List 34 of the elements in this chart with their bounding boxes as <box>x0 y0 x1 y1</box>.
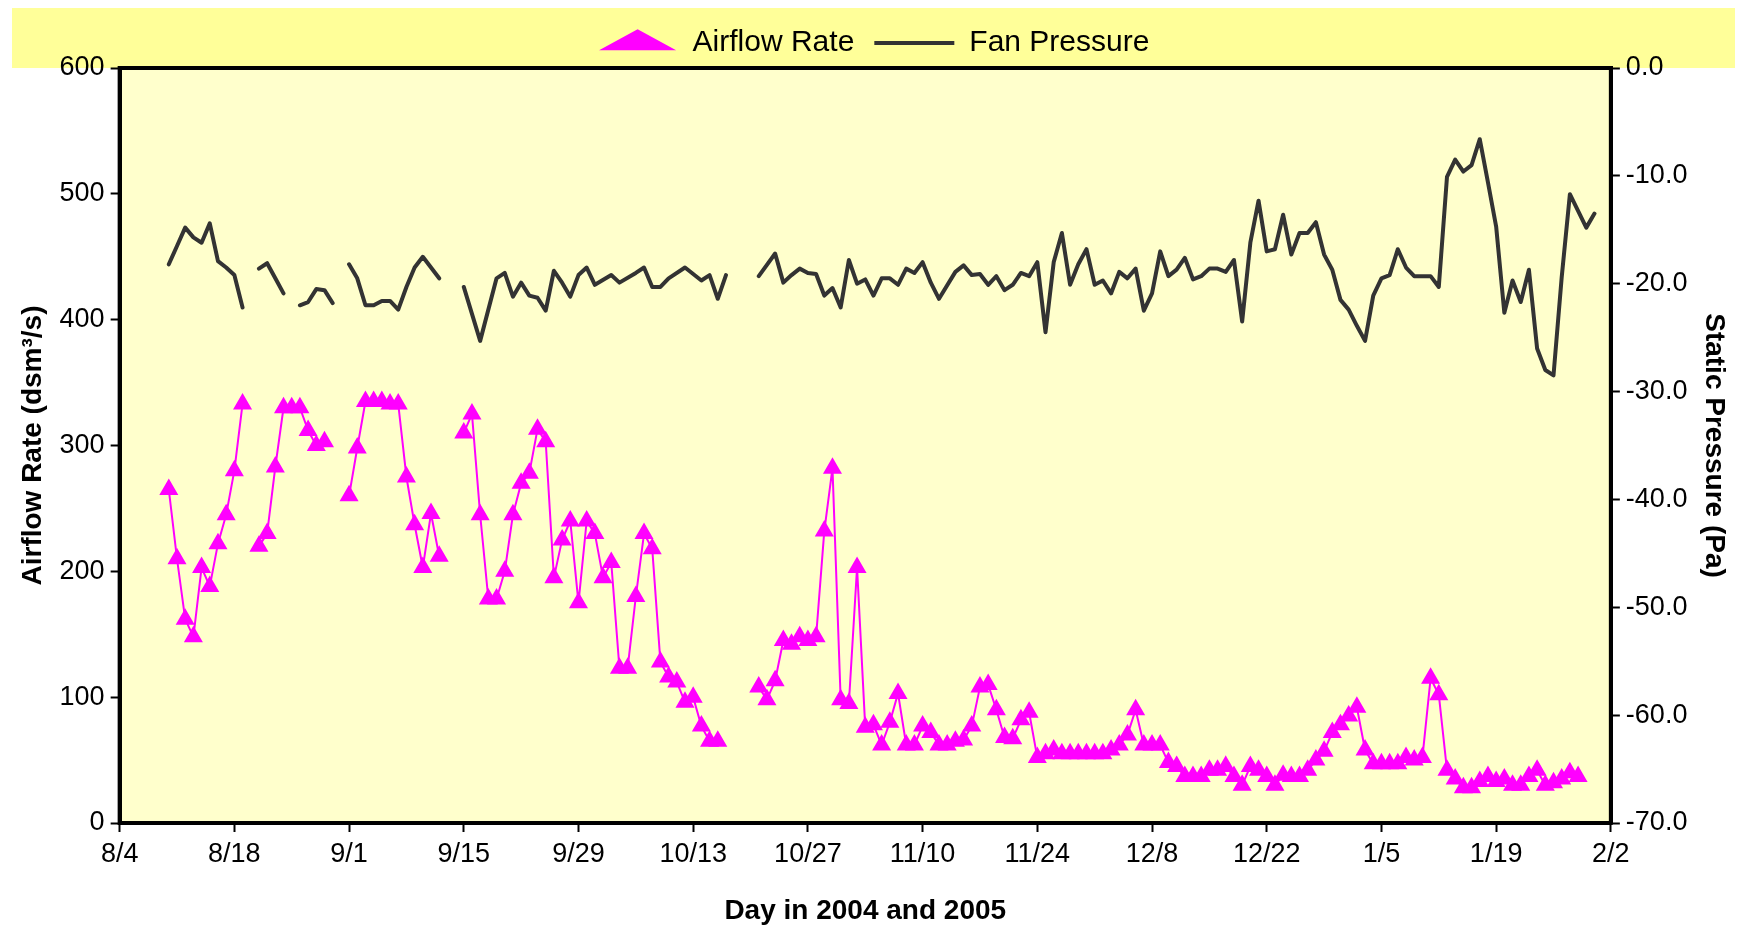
y-tick-label: 200 <box>59 554 105 585</box>
x-tick-label: 2/2 <box>1592 837 1630 868</box>
y2-tick-label: 0.0 <box>1625 51 1664 82</box>
x-tick-label: 9/1 <box>330 837 368 868</box>
y2-tick-label: -10.0 <box>1625 159 1688 190</box>
x-tick-label: 11/24 <box>1004 837 1071 868</box>
y2-tick-label: -20.0 <box>1625 267 1688 298</box>
x-tick-label: 11/10 <box>889 837 956 868</box>
x-tick-label: 12/22 <box>1232 837 1301 868</box>
y2-tick-label: -50.0 <box>1625 590 1688 621</box>
y-tick-label: 500 <box>59 177 105 208</box>
y-tick-label: 0 <box>89 806 105 837</box>
y-axis-title: Airflow Rate (dsm³/s) <box>15 305 47 586</box>
x-tick-label: 1/5 <box>1362 837 1401 868</box>
legend-label: Airflow Rate <box>692 24 855 58</box>
x-tick-label: 1/19 <box>1469 837 1523 868</box>
y-tick-label: 300 <box>59 428 105 459</box>
x-tick-label: 10/13 <box>659 837 727 868</box>
x-tick-label: 12/8 <box>1125 837 1179 868</box>
y2-tick-label: -30.0 <box>1625 375 1688 406</box>
x-tick-label: 10/27 <box>774 837 842 868</box>
x-axis-title: Day in 2004 and 2005 <box>724 893 1007 925</box>
y2-tick-label: -40.0 <box>1625 482 1688 513</box>
y2-tick-label: -70.0 <box>1625 806 1688 837</box>
x-tick-label: 8/18 <box>208 837 261 868</box>
y2-axis-title: Static Pressure (Pa) <box>1700 313 1732 578</box>
y-tick-label: 600 <box>59 51 105 82</box>
x-tick-label: 9/29 <box>552 837 605 868</box>
y2-tick-label: -60.0 <box>1625 698 1688 729</box>
legend-label: Fan Pressure <box>969 24 1150 58</box>
y-tick-label: 100 <box>59 680 105 711</box>
x-tick-label: 9/15 <box>437 837 491 868</box>
x-tick-label: 8/4 <box>100 837 139 868</box>
y-tick-label: 400 <box>59 303 105 334</box>
